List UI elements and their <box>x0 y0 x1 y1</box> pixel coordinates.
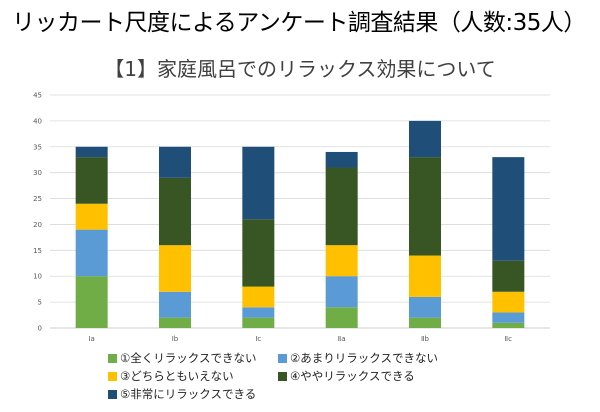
bar-segment <box>159 291 191 318</box>
bar-segment <box>409 157 441 256</box>
bar-segment <box>325 167 358 246</box>
legend-label: ⑤非常にリラックスできる <box>120 387 257 401</box>
x-tick-label: Ⅰb <box>172 335 179 343</box>
bar-segment <box>242 219 275 287</box>
bar-segment <box>492 312 525 323</box>
y-tick-label: 5 <box>38 299 42 307</box>
bar-segment <box>325 151 358 168</box>
bar-segment <box>75 229 108 277</box>
legend-item: ④ややリラックスできる <box>278 368 415 385</box>
legend-item: ②あまりリラックスできない <box>278 350 438 367</box>
bar-segment <box>325 307 358 328</box>
bar-segment <box>159 317 191 328</box>
bar-segment <box>159 146 191 178</box>
y-axis-ticks: 0 5 10 15 20 25 30 35 40 45 <box>33 92 42 333</box>
x-tick-label: Ⅱb <box>421 335 429 343</box>
legend-swatch <box>278 354 287 363</box>
bar-segment <box>242 286 275 308</box>
legend-label: ③どちらともいえない <box>120 369 234 383</box>
y-tick-label: 20 <box>33 221 42 229</box>
bar-segment <box>75 276 108 328</box>
bar-segment <box>492 260 525 292</box>
legend-label: ①全くリラックスできない <box>120 351 257 365</box>
bar-segment <box>242 146 275 220</box>
bar-segment <box>159 245 191 292</box>
chart-title: 【1】家庭風呂でのリラックス効果について <box>104 57 496 81</box>
bar-segment <box>492 157 525 261</box>
x-tick-label: Ⅱa <box>338 335 346 343</box>
legend-swatch <box>108 372 117 381</box>
bar-segment <box>409 255 441 297</box>
bar-segment <box>409 317 441 328</box>
legend-swatch <box>108 390 117 399</box>
x-axis-ticks: Ⅰa Ⅰb Ⅰc Ⅱa Ⅱb Ⅱc <box>88 335 512 343</box>
y-tick-label: 30 <box>33 169 42 177</box>
y-tick-label: 40 <box>33 117 42 125</box>
x-tick-label: Ⅱc <box>505 335 512 343</box>
y-tick-label: 10 <box>33 273 42 281</box>
legend-item: ⑤非常にリラックスできる <box>108 386 256 403</box>
bar-segment <box>159 177 191 246</box>
x-tick-label: Ⅰc <box>255 335 261 343</box>
y-tick-label: 0 <box>38 325 42 333</box>
legend-item: ①全くリラックスできない <box>108 350 256 367</box>
bar-segment <box>75 146 108 158</box>
legend-label: ④ややリラックスできる <box>290 369 415 383</box>
x-tick-label: Ⅰa <box>88 335 94 343</box>
y-tick-label: 25 <box>33 195 42 203</box>
bar-segment <box>409 296 441 318</box>
legend-swatch <box>108 354 117 363</box>
bar-segment <box>242 307 275 318</box>
y-tick-label: 15 <box>33 247 42 255</box>
y-tick-label: 45 <box>33 92 42 100</box>
bar-segment <box>75 203 108 230</box>
bar-segment <box>325 245 358 277</box>
bar-segment <box>242 317 275 328</box>
bar-segment <box>75 157 108 204</box>
bar-segment <box>325 276 358 308</box>
legend-swatch <box>278 372 287 381</box>
legend-label: ②あまりリラックスできない <box>290 351 438 365</box>
bar-segment <box>409 120 441 158</box>
y-tick-label: 35 <box>33 143 42 151</box>
gridlines <box>50 94 550 329</box>
legend-item: ③どちらともいえない <box>108 368 234 385</box>
bar-segment <box>492 322 525 328</box>
bars <box>75 120 525 328</box>
bar-segment <box>492 291 525 313</box>
page-title: リッカート尺度によるアンケート調査結果（人数:35人） <box>12 10 586 36</box>
